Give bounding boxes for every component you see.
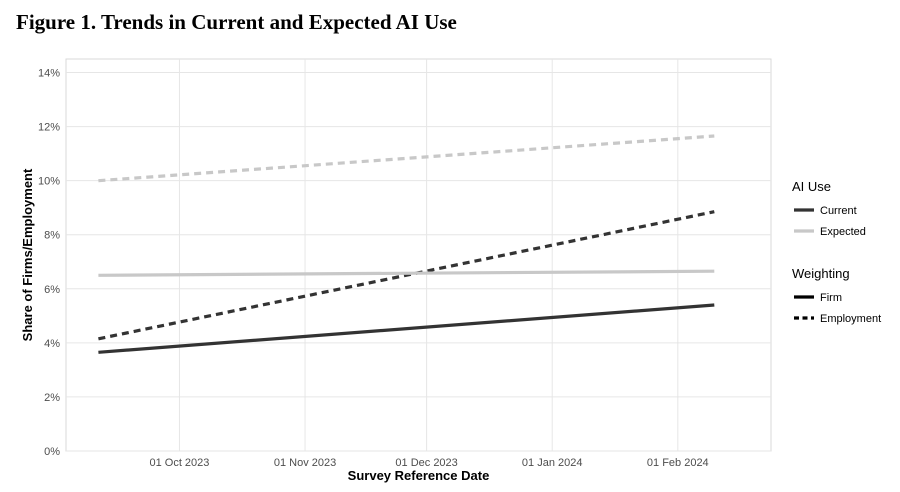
x-tick-label: 01 Oct 2023 [149,457,209,469]
y-axis-ticks: 0% 2% 4% 6% 8% 10% 12% 14% [38,68,60,458]
legend-label-employment: Employment [820,313,881,325]
x-axis-ticks: 01 Oct 2023 01 Nov 2023 01 Dec 2023 01 Jan … [149,457,708,469]
x-tick-label: 01 Dec 2023 [395,457,457,469]
legend-title-weighting: Weighting [792,266,850,281]
grid [66,59,771,452]
y-tick-label: 0% [44,446,60,458]
series-line-expected-firm [98,269,715,277]
y-tick-label: 14% [38,68,60,80]
y-tick-label: 4% [44,338,60,350]
x-tick-label: 01 Nov 2023 [274,457,336,469]
series-line-current-employment [98,210,715,341]
x-axis-title: Survey Reference Date [348,468,490,483]
series-layer [98,134,715,354]
y-tick-label: 8% [44,230,60,242]
y-axis-title: Share of Firms/Employment [20,168,35,341]
legend-title-ai-use: AI Use [792,179,831,194]
series-line-expected-employment [98,134,715,183]
y-tick-label: 6% [44,284,60,296]
plot-panel [65,58,772,452]
y-tick-label: 10% [38,176,60,188]
y-tick-label: 2% [44,392,60,404]
legend-label-expected: Expected [820,226,866,238]
legend-label-firm: Firm [820,292,842,304]
y-tick-label: 12% [38,122,60,134]
x-tick-label: 01 Jan 2024 [522,457,583,469]
legend: AI Use Weighting Current Expected Firm Empl… [792,179,881,325]
series-line-current-firm [98,303,715,354]
x-tick-label: 01 Feb 2024 [647,457,709,469]
legend-label-current: Current [820,205,857,217]
figure-title: Figure 1. Trends in Current and Expected… [16,10,457,34]
